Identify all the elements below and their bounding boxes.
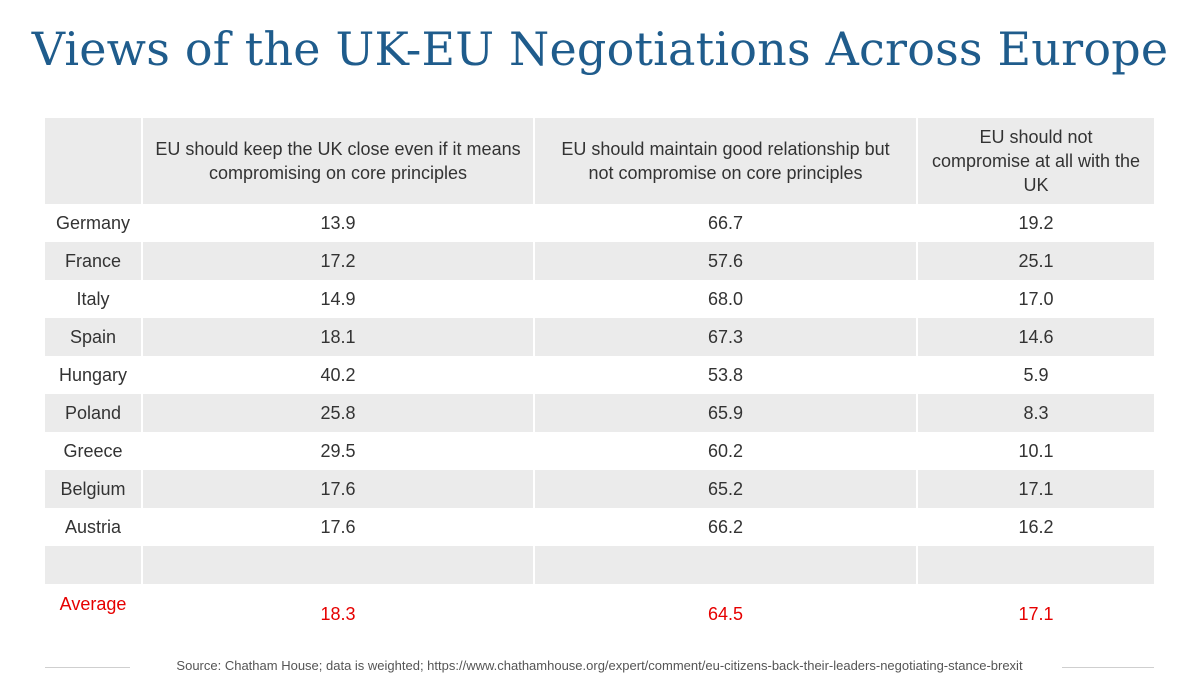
value-cell (142, 546, 535, 584)
header-cell: EU should not compromise at all with the… (917, 118, 1154, 204)
header-cell: EU should maintain good relationship but… (534, 118, 918, 204)
country-cell: Hungary (45, 356, 143, 394)
data-table: EU should keep the UK close even if it m… (45, 118, 1154, 644)
value-cell: 18.1 (142, 318, 535, 356)
average-row: Average 18.3 64.5 17.1 (45, 584, 1154, 644)
value-cell: 40.2 (142, 356, 535, 394)
average-value: 64.5 (534, 584, 918, 644)
footer-rule-left (45, 667, 130, 668)
value-cell: 60.2 (534, 432, 918, 470)
value-cell: 17.0 (1018, 288, 1054, 309)
page-title: Views of the UK-EU Negotiations Across E… (31, 22, 1169, 76)
value-cell: 53.8 (534, 356, 918, 394)
average-label: Average (45, 584, 143, 644)
average-value: 18.3 (142, 584, 535, 644)
header-cell: EU should keep the UK close even if it m… (142, 118, 535, 204)
table-row: Italy 14.9 68.0 17.0 (45, 280, 1154, 318)
value-cell: 67.3 (534, 318, 918, 356)
value-cell: 19.2 (1018, 212, 1054, 233)
value-cell: 14.9 (142, 280, 535, 318)
value-cell: 68.0 (534, 280, 918, 318)
value-cell: 65.9 (534, 394, 918, 432)
value-cell: 57.6 (534, 242, 918, 280)
country-cell: France (45, 242, 143, 280)
country-cell: Austria (45, 508, 143, 546)
value-cell: 14.6 (917, 318, 1154, 356)
table-row: Austria 17.6 66.2 16.2 (45, 508, 1154, 546)
value-cell: 65.2 (534, 470, 918, 508)
header-row: EU should keep the UK close even if it m… (45, 118, 1154, 204)
value-cell: 25.8 (142, 394, 535, 432)
value-cell: 5.9 (1023, 364, 1049, 385)
value-cell: 16.2 (1018, 516, 1054, 537)
table-row: Hungary 40.2 53.8 5.9 (45, 356, 1154, 394)
country-cell: Italy (45, 280, 143, 318)
value-cell: 17.6 (142, 470, 535, 508)
country-cell: Poland (45, 394, 143, 432)
footer: Source: Chatham House; data is weighted;… (45, 658, 1154, 678)
table-row: Germany 13.9 66.7 19.2 (45, 204, 1154, 242)
table-row: Spain 18.1 67.3 14.6 (45, 318, 1154, 356)
country-cell (45, 546, 143, 584)
value-cell (917, 546, 1154, 584)
country-cell: Germany (45, 204, 143, 242)
table-body: Germany 13.9 66.7 19.2 France 17.2 57.6 25.1 Ita… (45, 204, 1154, 644)
table-row: France 17.2 57.6 25.1 (45, 242, 1154, 280)
value-cell: 17.6 (142, 508, 535, 546)
average-value: 17.1 (1018, 603, 1054, 624)
value-cell (534, 546, 918, 584)
table-row: Poland 25.8 65.9 8.3 (45, 394, 1154, 432)
country-cell: Belgium (45, 470, 143, 508)
country-cell: Greece (45, 432, 143, 470)
header-cell (45, 118, 143, 204)
value-cell: 17.2 (142, 242, 535, 280)
value-cell: 29.5 (142, 432, 535, 470)
table-row (45, 546, 1154, 584)
value-cell: 13.9 (142, 204, 535, 242)
country-cell: Spain (45, 318, 143, 356)
value-cell: 17.1 (917, 470, 1154, 508)
value-cell: 8.3 (917, 394, 1154, 432)
table-row: Belgium 17.6 65.2 17.1 (45, 470, 1154, 508)
value-cell: 66.7 (534, 204, 918, 242)
footer-rule-right (1062, 667, 1154, 668)
value-cell: 25.1 (917, 242, 1154, 280)
value-cell: 66.2 (534, 508, 918, 546)
table-row: Greece 29.5 60.2 10.1 (45, 432, 1154, 470)
value-cell: 10.1 (1018, 440, 1054, 461)
source-note: Source: Chatham House; data is weighted;… (166, 658, 1033, 673)
